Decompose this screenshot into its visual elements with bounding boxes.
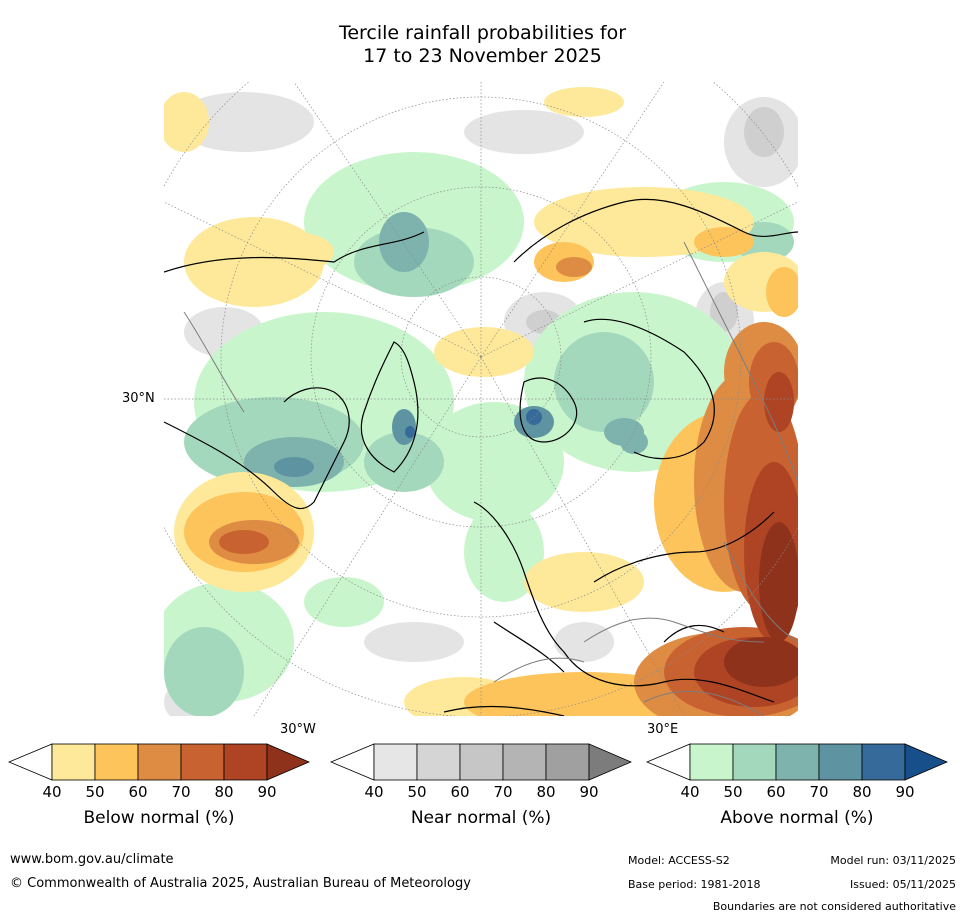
cbar2-tick: 70 xyxy=(493,783,513,801)
base-period-text: Base period: 1981-2018 xyxy=(628,878,761,891)
website-link[interactable]: www.bom.gov.au/climate xyxy=(10,852,174,867)
lon-label-30w: 30°W xyxy=(280,722,316,737)
cbar1-tick: 80 xyxy=(214,783,234,801)
cbar2-tick: 60 xyxy=(450,783,470,801)
model-text: Model: ACCESS-S2 xyxy=(628,854,730,867)
colorbar-above-normal-label: Above normal (%) xyxy=(720,808,874,828)
lat-label-30n: 30°N xyxy=(122,391,155,406)
colorbar-near-normal-label: Near normal (%) xyxy=(410,808,552,828)
cbar3-tick: 60 xyxy=(766,783,786,801)
colorbar-below-normal xyxy=(8,743,310,781)
cbar2-tick: 90 xyxy=(579,783,599,801)
cbar3-tick: 80 xyxy=(852,783,872,801)
cbar1-tick: 70 xyxy=(171,783,191,801)
cbar3-tick: 50 xyxy=(723,783,743,801)
colorbar-above-normal xyxy=(646,743,948,781)
map-canvas xyxy=(164,82,798,716)
colorbar-below-normal-label: Below normal (%) xyxy=(83,808,235,828)
issued-text: Issued: 05/11/2025 xyxy=(849,878,956,891)
cbar2-tick: 50 xyxy=(407,783,427,801)
cbar1-tick: 90 xyxy=(257,783,277,801)
cbar3-tick: 90 xyxy=(895,783,915,801)
cbar1-tick: 60 xyxy=(128,783,148,801)
coastlines xyxy=(164,198,798,716)
cbar1-tick: 50 xyxy=(85,783,105,801)
cbar1-tick: 40 xyxy=(42,783,62,801)
country-borders xyxy=(183,241,798,716)
title-line-1: Tercile rainfall probabilities for xyxy=(338,22,627,44)
colorbar-near-normal xyxy=(330,743,632,781)
copyright-text: © Commonwealth of Australia 2025, Austra… xyxy=(10,876,471,891)
cbar3-tick: 40 xyxy=(680,783,700,801)
lon-label-30e: 30°E xyxy=(647,722,679,737)
disclaimer-text: Boundaries are not considered authoritat… xyxy=(712,900,956,913)
title-line-2: 17 to 23 November 2025 xyxy=(363,45,602,67)
cbar3-tick: 70 xyxy=(809,783,829,801)
cbar2-tick: 40 xyxy=(364,783,384,801)
model-run-text: Model run: 03/11/2025 xyxy=(830,854,956,867)
map-title: Tercile rainfall probabilities for 17 to… xyxy=(0,22,965,68)
cbar2-tick: 80 xyxy=(536,783,556,801)
polar-probability-map xyxy=(164,82,798,716)
